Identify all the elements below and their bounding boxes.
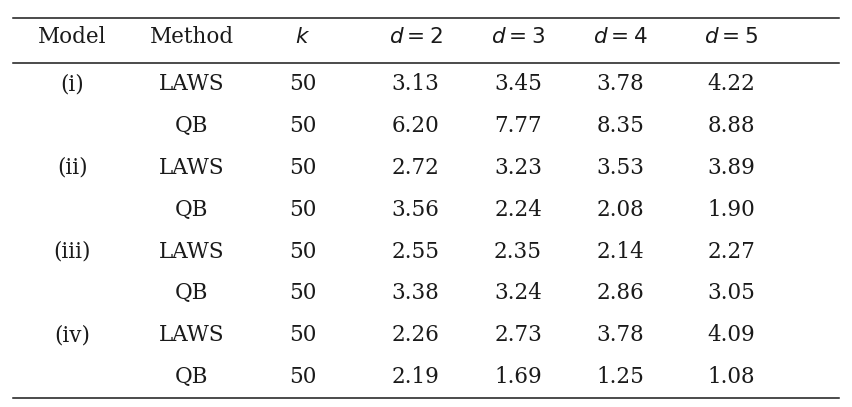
Text: QB: QB (175, 282, 209, 304)
Text: 50: 50 (289, 241, 316, 263)
Text: 3.38: 3.38 (392, 282, 440, 304)
Text: QB: QB (175, 366, 209, 388)
Text: 2.55: 2.55 (392, 241, 440, 263)
Text: LAWS: LAWS (158, 157, 225, 179)
Text: 50: 50 (289, 282, 316, 304)
Text: $d=2$: $d=2$ (389, 26, 442, 48)
Text: 1.90: 1.90 (707, 199, 755, 221)
Text: 3.78: 3.78 (596, 73, 644, 95)
Text: 6.20: 6.20 (392, 115, 440, 137)
Text: (ii): (ii) (57, 157, 88, 179)
Text: 2.14: 2.14 (596, 241, 644, 263)
Text: (iv): (iv) (55, 324, 90, 346)
Text: LAWS: LAWS (158, 73, 225, 95)
Text: 3.56: 3.56 (392, 199, 440, 221)
Text: 3.13: 3.13 (392, 73, 440, 95)
Text: QB: QB (175, 115, 209, 137)
Text: 50: 50 (289, 199, 316, 221)
Text: 2.26: 2.26 (392, 324, 440, 346)
Text: LAWS: LAWS (158, 241, 225, 263)
Text: 3.45: 3.45 (494, 73, 542, 95)
Text: 3.24: 3.24 (494, 282, 542, 304)
Text: 2.27: 2.27 (707, 241, 755, 263)
Text: 2.19: 2.19 (392, 366, 440, 388)
Text: $d=5$: $d=5$ (704, 26, 758, 48)
Text: 3.89: 3.89 (707, 157, 755, 179)
Text: $d=4$: $d=4$ (593, 26, 648, 48)
Text: 8.35: 8.35 (596, 115, 644, 137)
Text: 50: 50 (289, 324, 316, 346)
Text: 3.23: 3.23 (494, 157, 542, 179)
Text: 4.09: 4.09 (707, 324, 755, 346)
Text: (i): (i) (60, 73, 84, 95)
Text: 4.22: 4.22 (707, 73, 755, 95)
Text: 50: 50 (289, 366, 316, 388)
Text: 50: 50 (289, 73, 316, 95)
Text: Model: Model (38, 26, 106, 48)
Text: 2.08: 2.08 (596, 199, 644, 221)
Text: 8.88: 8.88 (707, 115, 755, 137)
Text: $d=3$: $d=3$ (491, 26, 545, 48)
Text: 1.69: 1.69 (494, 366, 542, 388)
Text: 2.72: 2.72 (392, 157, 440, 179)
Text: 2.24: 2.24 (494, 199, 542, 221)
Text: 2.35: 2.35 (494, 241, 542, 263)
Text: 3.53: 3.53 (596, 157, 644, 179)
Text: 2.86: 2.86 (596, 282, 644, 304)
Text: 50: 50 (289, 115, 316, 137)
Text: Method: Method (150, 26, 233, 48)
Text: QB: QB (175, 199, 209, 221)
Text: 3.78: 3.78 (596, 324, 644, 346)
Text: LAWS: LAWS (158, 324, 225, 346)
Text: 2.73: 2.73 (494, 324, 542, 346)
Text: 3.05: 3.05 (707, 282, 755, 304)
Text: 50: 50 (289, 157, 316, 179)
Text: (iii): (iii) (54, 241, 91, 263)
Text: 7.77: 7.77 (494, 115, 542, 137)
Text: $k$: $k$ (295, 26, 310, 48)
Text: 1.08: 1.08 (707, 366, 755, 388)
Text: 1.25: 1.25 (596, 366, 644, 388)
